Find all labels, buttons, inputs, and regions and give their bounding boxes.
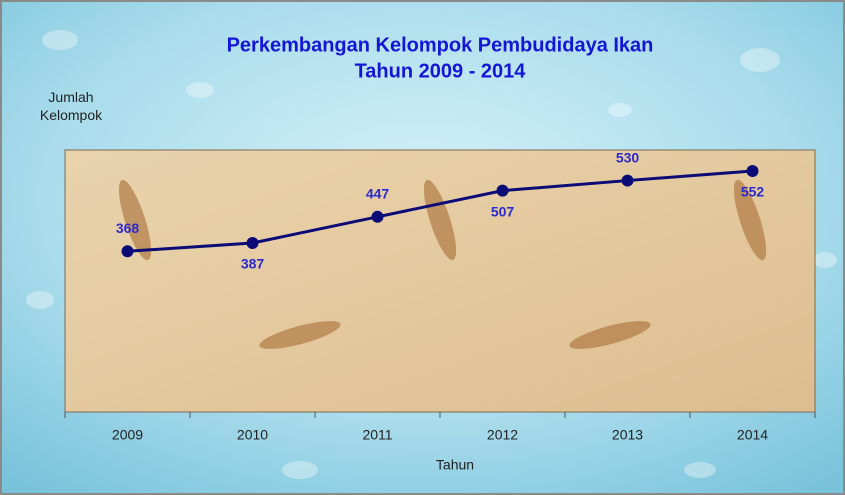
page: Perkembangan Kelompok Pembudidaya Ikan T…: [0, 0, 845, 495]
chart: Perkembangan Kelompok Pembudidaya Ikan T…: [0, 0, 845, 495]
marker: [497, 185, 509, 197]
data-label: 447: [366, 186, 390, 202]
x-tick-label: 2014: [737, 427, 768, 443]
x-tick-label: 2010: [237, 427, 268, 443]
marker: [622, 175, 634, 187]
x-tick-label: 2012: [487, 427, 518, 443]
x-tick-label: 2009: [112, 427, 143, 443]
marker: [247, 237, 259, 249]
chart-title: Perkembangan Kelompok Pembudidaya Ikan: [227, 34, 654, 56]
data-label: 368: [116, 220, 140, 236]
x-tick-label: 2011: [362, 427, 392, 443]
marker: [372, 211, 384, 223]
data-label: 530: [616, 149, 640, 165]
x-tick-label: 2013: [612, 427, 643, 443]
marker: [747, 165, 759, 177]
marker: [122, 245, 134, 257]
data-label: 552: [741, 184, 765, 200]
x-axis-label: Tahun: [436, 457, 474, 473]
data-label: 387: [241, 256, 265, 272]
chart-subtitle: Tahun 2009 - 2014: [355, 60, 527, 82]
plot-area: [65, 150, 815, 412]
data-label: 507: [491, 203, 515, 219]
y-axis-label: Jumlah Kelompok: [26, 88, 116, 124]
